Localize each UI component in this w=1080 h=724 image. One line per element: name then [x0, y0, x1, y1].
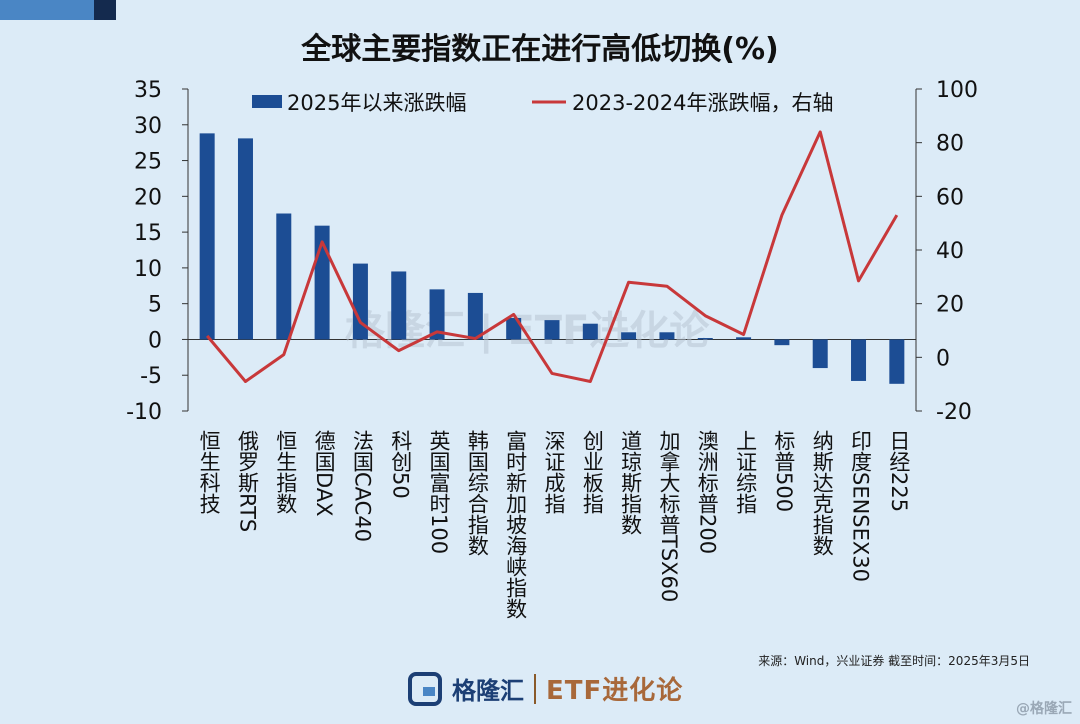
x-tick-label: 道琼斯指数: [619, 430, 643, 535]
y-right-tick-label: 20: [936, 293, 964, 318]
logo-divider: [534, 673, 536, 704]
y-right-tick-label: 60: [936, 185, 964, 210]
y-right-tick-label: 40: [936, 239, 964, 264]
y-left-tick-label: 10: [134, 257, 162, 282]
chart-title: 全球主要指数正在进行高低切换(%): [301, 32, 779, 67]
x-tick-label: 法国CAC40: [350, 430, 374, 542]
legend-bar-label: 2025年以来涨跌幅: [287, 91, 466, 115]
x-tick-label: 澳洲标普200: [695, 430, 719, 554]
bar: [621, 332, 637, 340]
x-tick-label: 标普500: [772, 430, 796, 512]
footer-logo: 格隆汇 ETF进化论: [408, 670, 683, 707]
y-left-tick-label: -5: [140, 364, 162, 389]
corner-decoration: [0, 0, 116, 20]
y-left-tick-label: 0: [148, 328, 162, 353]
y-right-tick-label: 0: [936, 346, 950, 371]
bar: [506, 317, 522, 340]
x-tick-label: 科创50: [389, 430, 413, 499]
bar: [659, 332, 675, 340]
bar: [391, 271, 407, 340]
x-tick-label: 纳斯达克指数: [810, 430, 834, 556]
bar: [429, 289, 445, 340]
legend-line-label: 2023-2024年涨跌幅，右轴: [572, 91, 833, 115]
y-left-tick-label: 30: [134, 114, 162, 139]
bar: [352, 263, 368, 340]
x-tick-label: 德国DAX: [312, 430, 336, 517]
x-tick-label: 深证成指: [542, 430, 566, 514]
brand-etf: ETF进化论: [546, 676, 684, 706]
y-left-tick-label: 25: [134, 150, 162, 175]
y-left-tick-label: 35: [134, 78, 162, 103]
x-tick-label: 日经225: [887, 430, 911, 512]
x-tick-label: 韩国综合指数: [465, 430, 489, 556]
y-left-tick-label: 20: [134, 185, 162, 210]
bar: [774, 339, 790, 346]
y-right-tick-label: 80: [936, 132, 964, 157]
bar: [812, 339, 828, 369]
y-left-tick-label: -10: [126, 400, 162, 425]
x-tick-label: 加拿大标普TSX60: [657, 430, 681, 602]
y-left-tick-label: 15: [134, 221, 162, 246]
corner-watermark: @格隆汇: [1016, 701, 1072, 717]
x-tick-label: 上证综指: [734, 430, 758, 514]
source-note: 来源：Wind，兴业证券 截至时间：2025年3月5日: [758, 654, 1030, 668]
bar: [467, 292, 483, 340]
x-tick-label: 英国富时100: [427, 430, 451, 554]
brand-name: 格隆汇: [452, 677, 524, 705]
bar: [199, 133, 215, 340]
x-tick-label: 俄罗斯RTS: [235, 430, 259, 532]
bar: [697, 338, 713, 340]
y-left-tick-label: 5: [148, 293, 162, 318]
y-right-tick-label: 100: [936, 78, 978, 103]
legend-bar-swatch: [252, 95, 282, 108]
bar: [851, 339, 867, 381]
brand-logo-icon: [408, 671, 442, 706]
bar: [544, 320, 560, 340]
bar: [237, 138, 253, 340]
bar: [736, 337, 752, 340]
bar: [276, 213, 292, 340]
bar: [582, 323, 598, 340]
x-tick-label: 富时新加坡海峡指数: [504, 430, 528, 619]
bar: [889, 339, 905, 384]
y-right-tick-label: -20: [936, 400, 972, 425]
x-tick-label: 恒生指数: [274, 430, 298, 514]
x-tick-label: 印度SENSEX30: [849, 430, 873, 582]
x-tick-label: 创业板指: [580, 430, 604, 514]
x-tick-label: 恒生科技: [197, 430, 221, 514]
